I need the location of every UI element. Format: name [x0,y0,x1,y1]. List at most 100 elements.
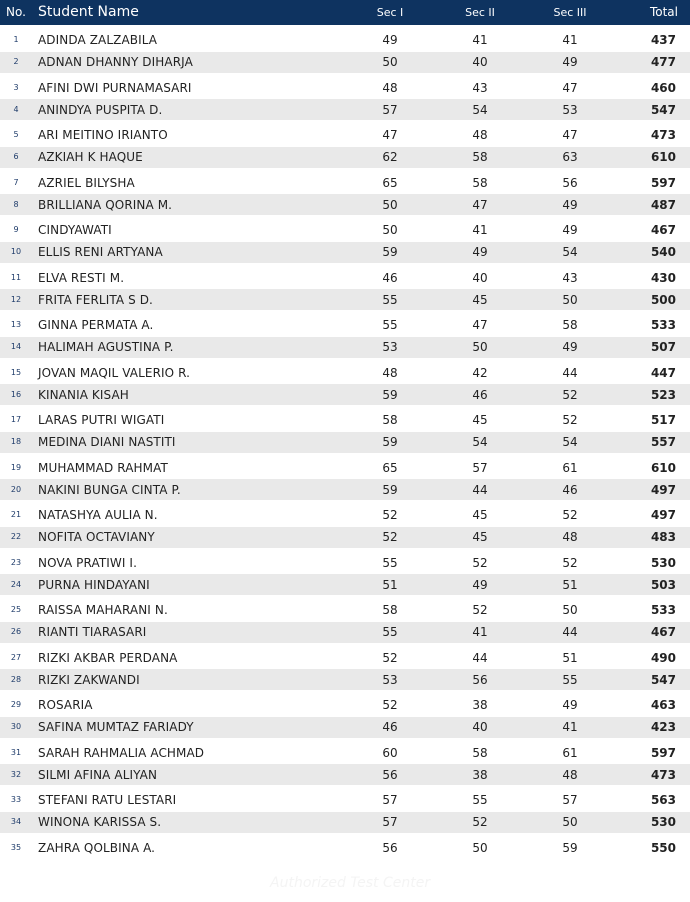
row-number: 25 [10,605,22,614]
sec1-score: 50 [382,223,398,237]
sec1-score: 56 [382,767,398,782]
sec1-score: 52 [382,650,398,665]
sec2-score: 41 [472,33,488,47]
student-name: RIZKI AKBAR PERDANA [38,650,178,665]
student-name: FRITA FERLITA S D. [38,292,153,307]
table-row: 8 BRILLIANA QORINA M. 50 47 49 487 [0,194,690,215]
sec2-score: 38 [472,698,488,712]
row-number: 20 [10,484,22,494]
row-number: 19 [10,462,22,472]
total-score: 467 [650,223,676,237]
student-name: JOVAN MAQIL VALERIO R. [38,365,191,380]
row-number: 22 [10,532,22,541]
sec2-score: 47 [472,318,488,332]
table-row: 28 RIZKI ZAKWANDI 53 56 55 547 [0,669,690,690]
total-score: 473 [650,767,676,782]
table-row: 16 KINANIA KISAH 59 46 52 523 [0,384,690,405]
table-row: 9 CINDYAWATI 50 41 49 467 [0,215,690,242]
sec1-score: 46 [382,270,398,285]
header-total: Total [649,5,678,19]
sec3-score: 53 [562,102,578,117]
total-score: 447 [650,365,676,380]
sec2-score: 40 [472,55,488,69]
total-score: 467 [650,625,676,639]
sec3-score: 58 [562,318,578,332]
table-row: 15 JOVAN MAQIL VALERIO R. 48 42 44 447 [0,357,690,384]
student-name: ADINDA ZALZABILA [38,33,158,47]
sec2-score: 57 [472,460,488,475]
sec2-score: 58 [472,745,488,760]
sec3-score: 61 [562,745,578,760]
row-number: 21 [10,510,22,519]
sec3-score: 49 [562,698,578,712]
sec3-score: 50 [562,292,578,307]
sec3-score: 49 [562,197,578,212]
sec3-score: 52 [562,555,578,570]
table-row: 7 AZRIEL BILYSHA 65 58 56 597 [0,167,690,194]
total-score: 550 [650,840,676,855]
sec1-score: 59 [382,482,398,497]
student-name: RIANTI TIARASARI [38,625,147,639]
table-row: 6 AZKIAH K HAQUE 62 58 63 610 [0,146,690,168]
watermark: Authorized Test Center [270,875,431,891]
table-row: 3 AFINI DWI PURNAMASARI 48 43 47 460 [0,72,690,99]
total-score: 517 [650,413,676,427]
sec3-score: 56 [562,175,578,190]
table-row: 1 ADINDA ZALZABILA 49 41 41 437 [0,25,690,52]
table-row: 25 RAISSA MAHARANI N. 58 52 50 533 [0,595,690,622]
total-score: 610 [650,460,676,475]
student-name: STEFANI RATU LESTARI [38,793,177,807]
total-score: 557 [650,435,676,449]
sec3-score: 54 [562,435,578,449]
sec3-score: 63 [562,150,578,164]
student-name: SAFINA MUMTAZ FARIADY [38,720,194,734]
header-sec3: Sec III [553,6,587,19]
sec3-score: 52 [562,508,578,522]
sec2-score: 52 [472,555,488,570]
sec1-score: 50 [382,55,398,69]
sec1-score: 46 [382,720,398,734]
sec2-score: 41 [472,223,488,237]
row-number: 17 [10,415,22,424]
table-row: 27 RIZKI AKBAR PERDANA 52 44 51 490 [0,642,690,669]
student-name: ARI MEITINO IRIANTO [38,128,168,142]
table-row: 18 MEDINA DIANI NASTITI 59 54 54 557 [0,431,690,453]
student-name: AZRIEL BILYSHA [38,175,135,190]
total-score: 533 [650,603,676,617]
total-score: 547 [650,102,676,117]
total-score: 477 [650,55,676,69]
row-number: 18 [10,437,22,446]
sec3-score: 51 [562,577,578,592]
header-no: No. [6,5,26,19]
sec3-score: 55 [562,672,578,687]
sec1-score: 55 [382,625,398,639]
sec3-score: 61 [562,460,578,475]
sec1-score: 65 [382,175,398,190]
sec3-score: 48 [562,530,578,544]
row-number: 26 [10,627,22,636]
sec3-score: 49 [562,55,578,69]
table-row: 31 SARAH RAHMALIA ACHMAD 60 58 61 597 [0,737,690,764]
sec1-score: 56 [382,840,398,855]
row-number: 27 [10,652,22,662]
sec2-score: 52 [472,603,488,617]
sec2-score: 43 [472,80,488,95]
row-number: 6 [13,152,19,161]
table-row: 22 NOFITA OCTAVIANY 52 45 48 483 [0,526,690,548]
sec2-score: 45 [472,292,488,307]
row-number: 32 [10,769,22,779]
header-student-name: Student Name [38,4,139,20]
table-row: 35 ZAHRA QOLBINA A. 56 50 59 550 [0,832,690,859]
sec1-score: 47 [382,128,398,142]
sec1-score: 57 [382,815,398,829]
sec1-score: 48 [382,80,398,95]
sec1-score: 52 [382,698,398,712]
table-row: 20 NAKINI BUNGA CINTA P. 59 44 46 497 [0,479,690,500]
total-score: 530 [650,555,676,570]
total-score: 497 [650,508,676,522]
table-row: 19 MUHAMMAD RAHMAT 65 57 61 610 [0,452,690,479]
row-number: 33 [10,795,22,804]
total-score: 500 [650,292,676,307]
sec2-score: 54 [472,435,488,449]
row-number: 2 [13,57,19,66]
